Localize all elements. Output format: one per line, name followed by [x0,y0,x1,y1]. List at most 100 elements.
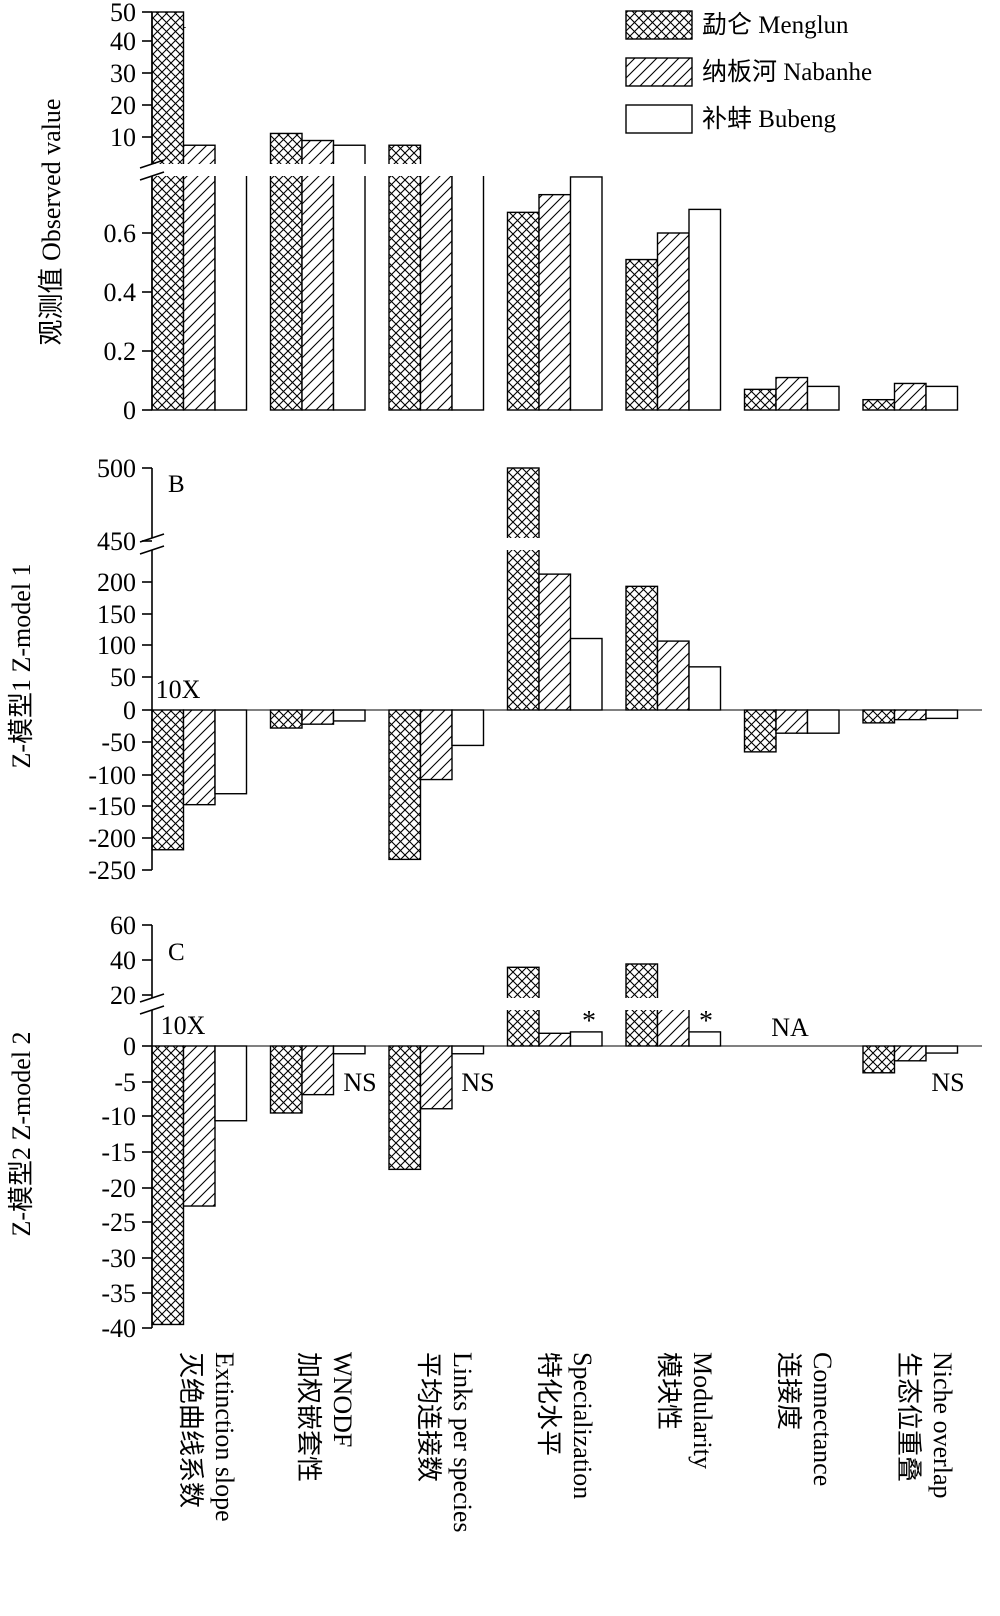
bar-bubeng [925,709,959,720]
category-label-en: Connectance [808,1352,837,1486]
y-axis-title-c: Z-模型2 Z-model 2 [7,1031,36,1236]
bar-menglun [151,709,185,851]
y-tick-label: -150 [88,792,136,821]
panel-c: -40 -35 -30 -25 -20 -15 -10 -5 0 20 40 60 10X NS NS * * N… [101,911,982,1343]
bar-bubeng [332,709,366,722]
bar-bubeng [806,709,840,734]
bar-nabanhe [182,144,216,411]
y-tick-label: -30 [101,1244,136,1273]
legend-item: 补蚌 Bubeng [625,104,837,134]
bar-bubeng [451,170,485,411]
y-tick-label: 60 [110,911,136,940]
bar-nabanhe [775,709,809,734]
bar-menglun [743,709,777,753]
annotation-label: NS [931,1068,964,1097]
bar-nabanhe [538,1032,572,1047]
legend-swatch-menglun [625,10,693,40]
y-tick-label: -200 [88,824,136,853]
category-label-en: Links per species [448,1352,477,1533]
bar-bubeng [925,385,959,411]
legend-item: 纳板河 Nabanhe [625,57,872,87]
y-tick-label: 20 [110,91,136,120]
y-axis-title-a: 观测值 Observed value [37,99,66,346]
y-tick-label: 100 [97,631,136,660]
legend-swatch-nabanhe [625,57,693,87]
annotation-label: NS [461,1068,494,1097]
bar-menglun [269,132,303,411]
y-tick-label: -50 [101,728,136,757]
bar-nabanhe [893,709,927,721]
y-tick-label: 0.6 [104,219,137,248]
legend-label: 勐仑 Menglun [702,11,849,39]
legend-item: 勐仑 Menglun [625,10,849,40]
bar-bubeng [332,1045,366,1055]
y-tick-label: 50 [110,663,136,692]
y-axis-title-b: Z-模型1 Z-model 1 [7,563,36,768]
y-tick-label: 0 [123,396,136,425]
axis-break-gap [138,998,968,1010]
y-tick-label: -35 [101,1279,136,1308]
bar-nabanhe [419,1045,453,1110]
category-label-en: Niche overlap [928,1352,957,1499]
category-label-cn: 连接度 [774,1352,803,1430]
axis-break-mark [139,993,165,1003]
annotation-label: NA [771,1013,809,1042]
axis-break-mark [139,159,165,169]
axis-break-mark [139,171,165,181]
y-tick-label: -5 [114,1068,136,1097]
bar-nabanhe [182,1045,216,1207]
bar-nabanhe [538,573,572,711]
annotation-label: * [699,1006,713,1037]
bar-nabanhe [893,382,927,411]
axis-break-gap [138,164,968,176]
legend: 勐仑 Menglun 纳板河 Nabanhe 补蚌 Bubeng [625,10,872,134]
bar-menglun [506,467,540,711]
bar-bubeng [332,144,366,411]
axis-break-mark [139,545,165,555]
bar-menglun [743,388,777,411]
category-label-cn: 平均连接数 [414,1352,443,1482]
category-label-cn: 灭绝曲线系数 [176,1352,205,1508]
y-tick-label: -40 [101,1314,136,1343]
y-tick-label: 200 [97,568,136,597]
bar-nabanhe [301,139,335,411]
bar-nabanhe [538,193,572,411]
legend-label: 纳板河 Nabanhe [702,58,872,86]
bar-nabanhe [656,232,690,411]
bar-menglun [625,258,659,411]
y-tick-label: -15 [101,1138,136,1167]
category-labels: 灭绝曲线系数 Extinction slope 加权嵌套性 WNODF 平均连接… [176,1352,957,1533]
bar-menglun [151,11,185,411]
bar-nabanhe [893,1045,927,1062]
legend-label: 补蚌 Bubeng [702,105,837,133]
bar-bubeng [925,1045,959,1054]
annotation-label: * [582,1006,596,1037]
bar-nabanhe [419,709,453,781]
bar-menglun [269,1045,303,1114]
y-tick-label: 50 [110,0,136,27]
y-tick-label: 0.4 [104,278,137,307]
bar-nabanhe [656,1006,690,1047]
bar-bubeng [451,1045,485,1055]
bar-menglun [388,1045,422,1171]
bar-nabanhe [775,376,809,411]
bar-menglun [862,709,896,724]
category-label-cn: 特化水平 [534,1352,563,1456]
y-tick-label: 10 [110,123,136,152]
annotation-label: 10X [161,1011,206,1040]
bar-menglun [388,709,422,861]
y-tick-label: -100 [88,761,136,790]
bar-bubeng [688,208,722,411]
y-tick-label: 20 [110,981,136,1010]
bar-nabanhe [301,1045,335,1096]
bar-menglun [506,211,540,411]
panel-label-c: C [168,939,185,966]
bar-nabanhe [419,165,453,411]
y-tick-label: 0.2 [104,337,137,366]
bar-bubeng [214,165,248,411]
bar-menglun [625,585,659,711]
bar-menglun [269,709,303,729]
